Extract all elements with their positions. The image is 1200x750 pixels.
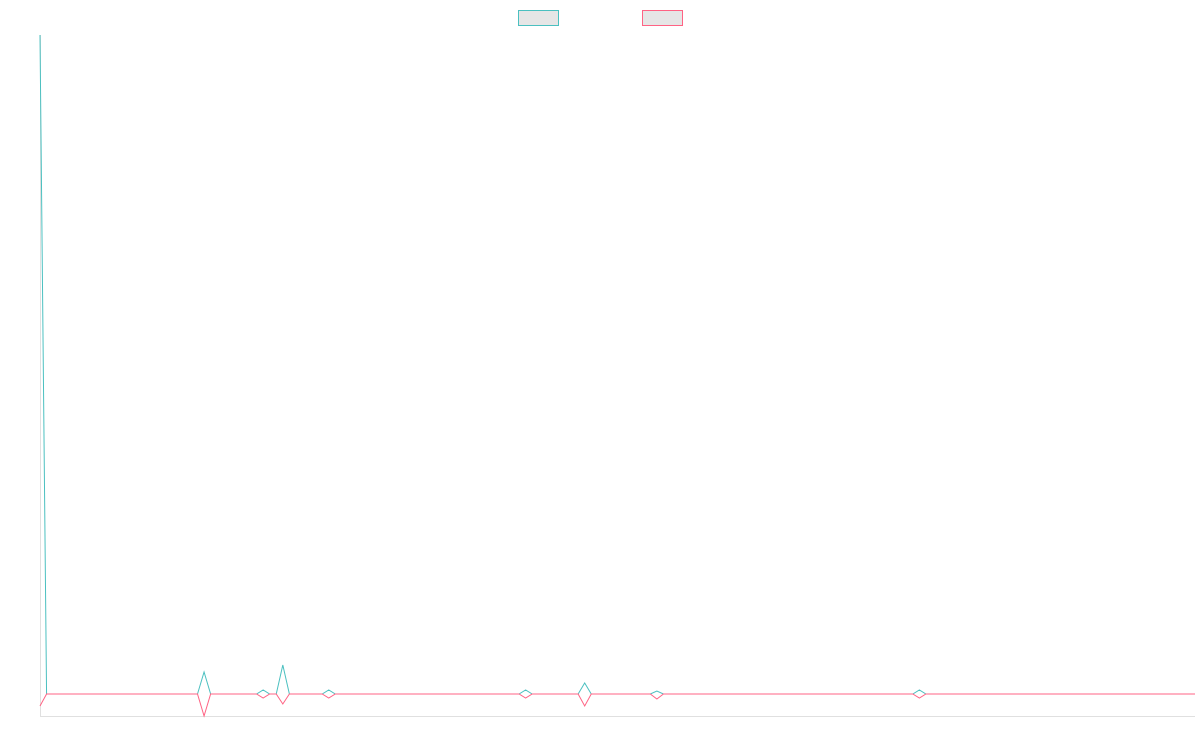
legend-swatch	[518, 10, 559, 26]
legend-swatch	[642, 10, 683, 26]
line-series	[39, 693, 1195, 718]
line-series	[39, 34, 1195, 695]
